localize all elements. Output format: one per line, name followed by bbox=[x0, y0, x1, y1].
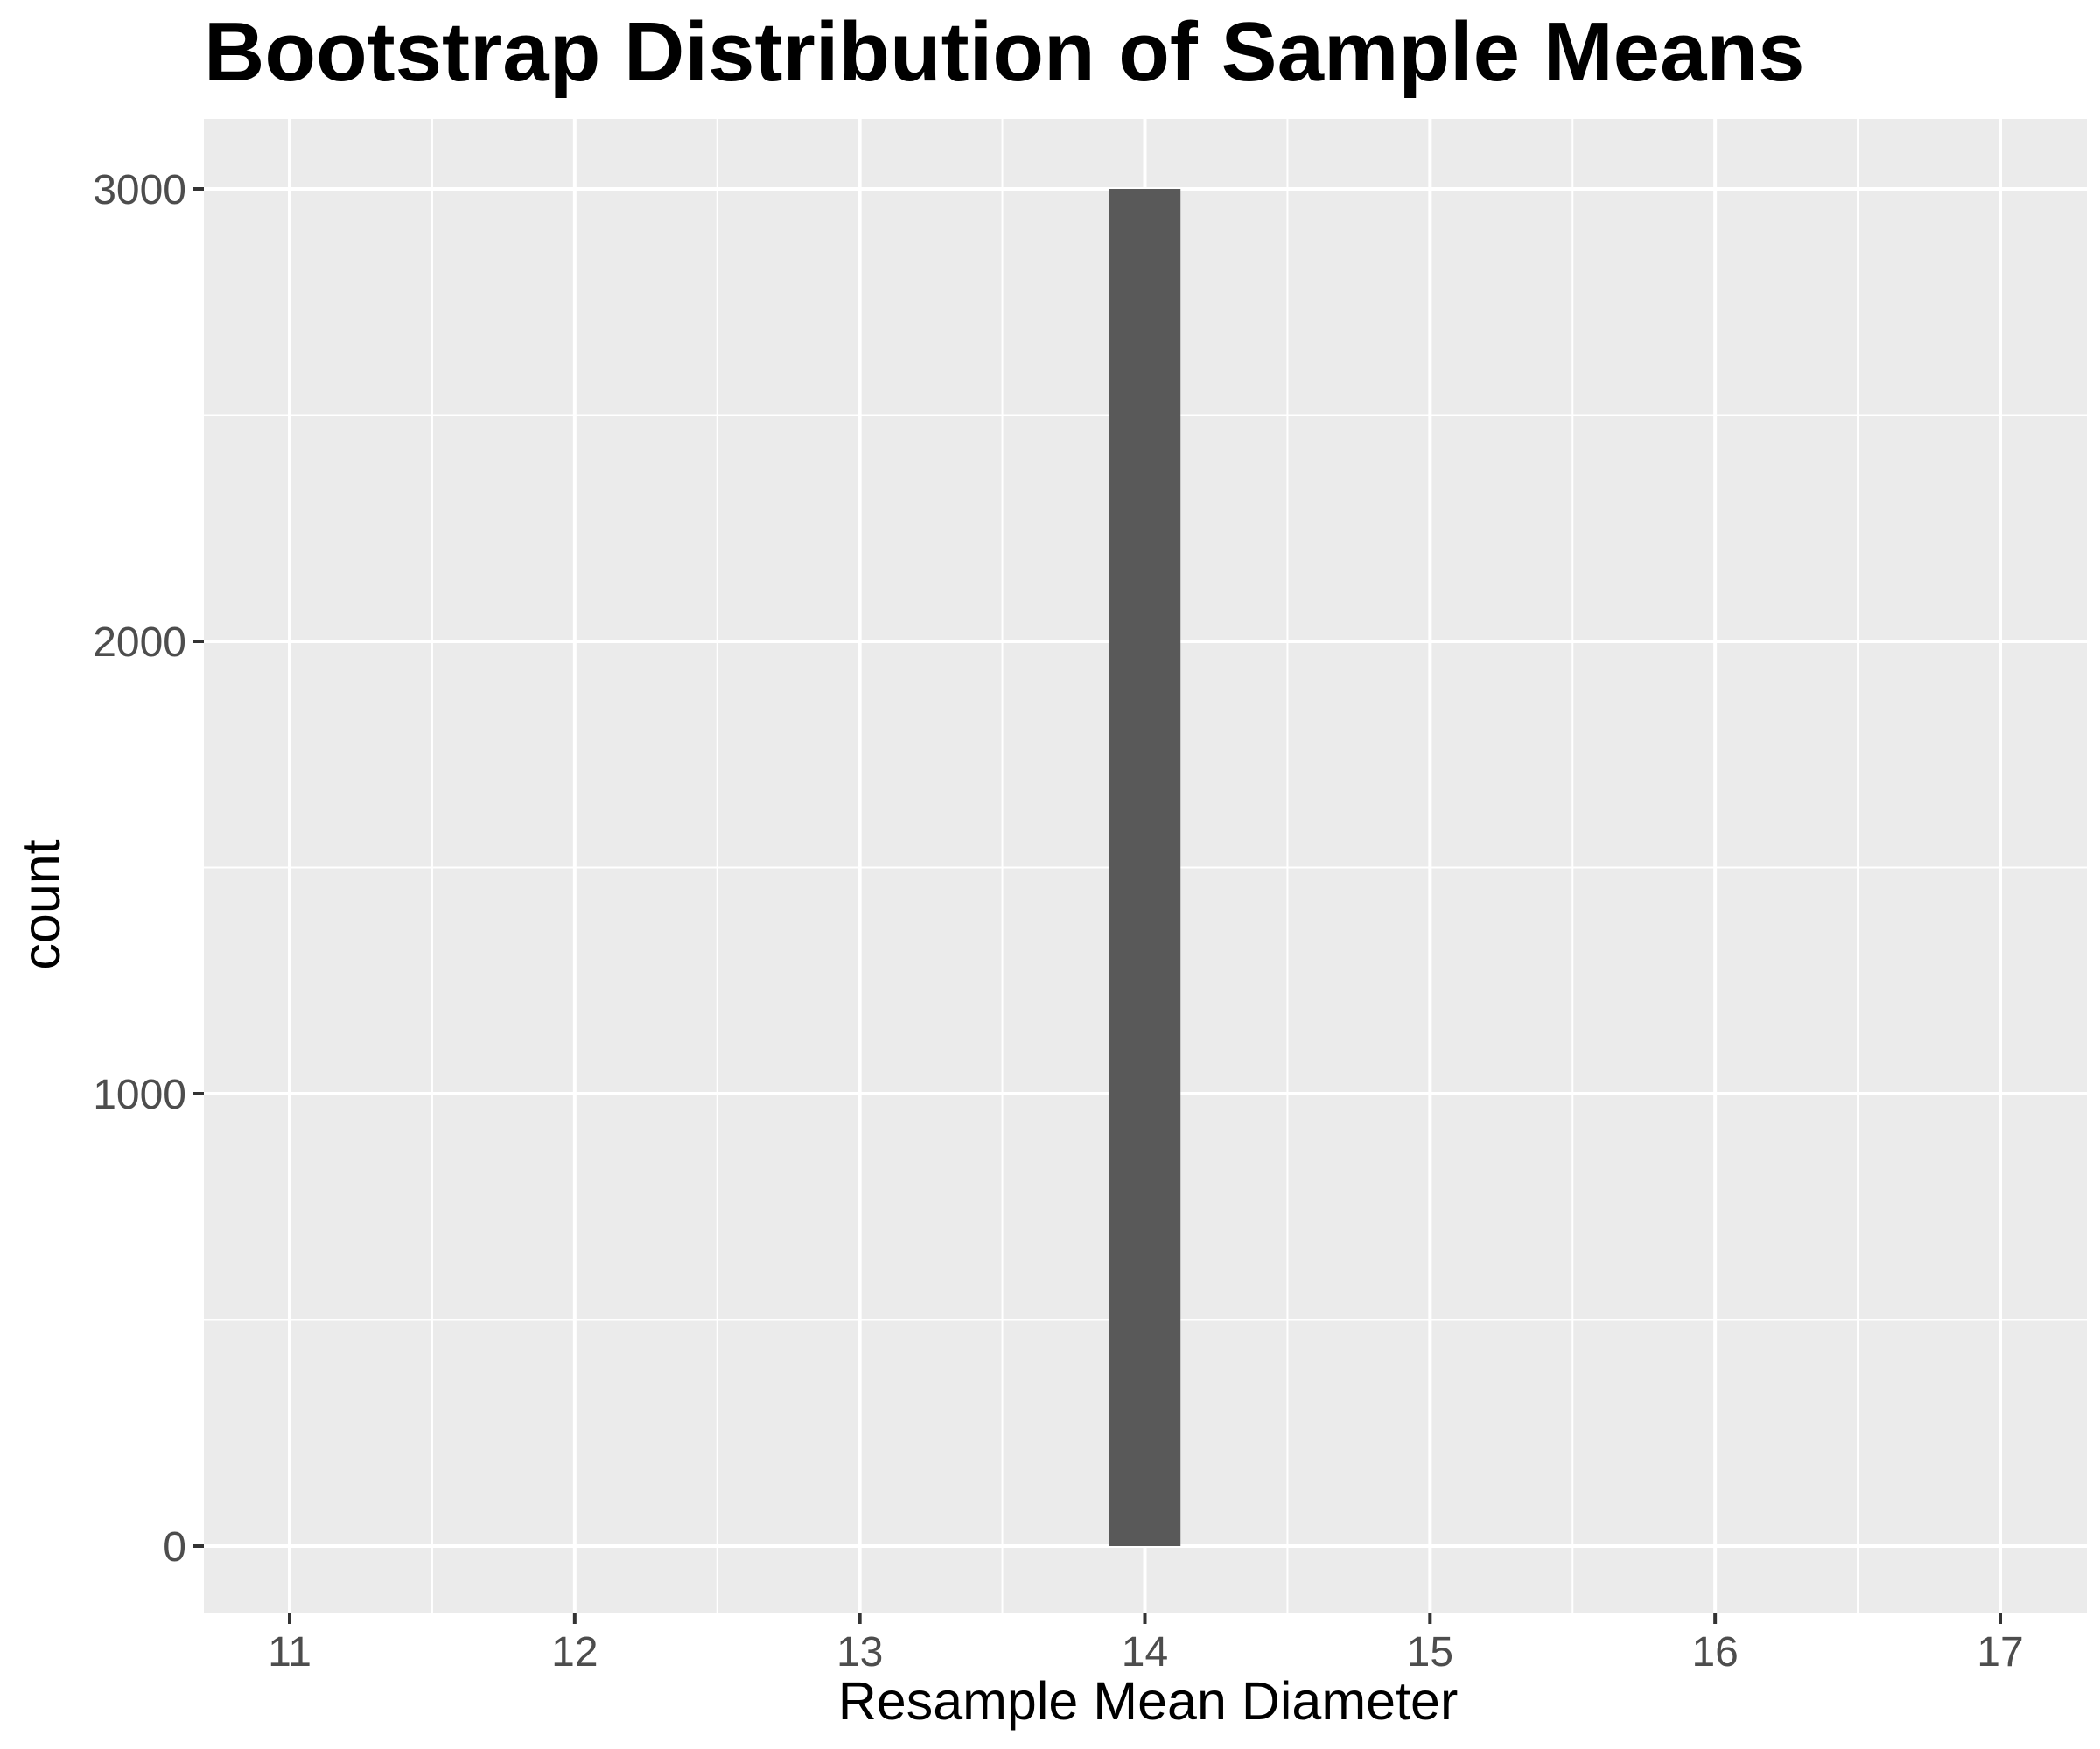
chart-title: Bootstrap Distribution of Sample Means bbox=[204, 5, 1804, 99]
y-tick-label: 0 bbox=[163, 1524, 186, 1571]
x-axis-title: Resample Mean Diameter bbox=[838, 1671, 1459, 1731]
histogram-bars bbox=[1109, 189, 1181, 1546]
x-axis: 11 12 13 14 15 16 17 bbox=[268, 1613, 2024, 1676]
y-tick-label: 3000 bbox=[93, 167, 186, 213]
histogram-bar bbox=[1109, 189, 1181, 1546]
y-tick-label: 2000 bbox=[93, 619, 186, 666]
x-tick-label: 14 bbox=[1122, 1629, 1168, 1676]
x-tick-label: 15 bbox=[1407, 1629, 1453, 1676]
x-tick-label: 13 bbox=[836, 1629, 883, 1676]
x-tick-label: 17 bbox=[1977, 1629, 2023, 1676]
major-gridlines bbox=[204, 119, 2087, 1613]
y-tick-label: 1000 bbox=[93, 1072, 186, 1118]
minor-gridlines bbox=[204, 119, 2087, 1613]
x-tick-label: 12 bbox=[551, 1629, 598, 1676]
x-tick-label: 16 bbox=[1691, 1629, 1738, 1676]
y-axis-title: count bbox=[11, 839, 71, 969]
x-tick-label: 11 bbox=[268, 1629, 312, 1676]
y-axis: 0 1000 2000 3000 bbox=[93, 167, 204, 1571]
